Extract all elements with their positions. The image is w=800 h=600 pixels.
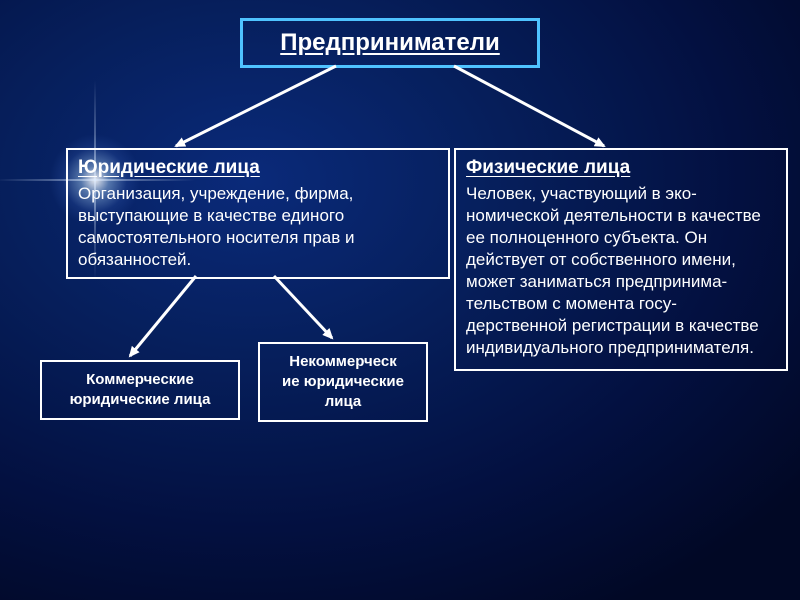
legal-body: Организация, учреждение, фирма, выступаю… <box>78 184 355 269</box>
noncommercial-label: Некоммерческ ие юридические лица <box>282 353 404 410</box>
root-title: Предприниматели <box>280 29 500 56</box>
commercial-node: Коммерческие юридические лица <box>40 360 240 420</box>
noncommercial-node: Некоммерческ ие юридические лица <box>258 342 428 422</box>
edge-root-to-legal <box>176 66 336 146</box>
edge-legal-to-noncommercial <box>274 276 332 338</box>
commercial-label: Коммерческие юридические лица <box>70 371 211 408</box>
edge-root-to-physical <box>454 66 604 146</box>
legal-heading: Юридические лица <box>78 156 438 180</box>
physical-heading: Физические лица <box>466 156 776 180</box>
legal-entities-node: Юридические лица Организация, учреждение… <box>66 148 450 279</box>
root-node: Предприниматели <box>240 18 540 68</box>
edge-legal-to-commercial <box>130 276 196 356</box>
physical-persons-node: Физические лица Человек, участвующий в э… <box>454 148 788 371</box>
physical-body: Человек, участвующий в эко-номической де… <box>466 184 761 357</box>
